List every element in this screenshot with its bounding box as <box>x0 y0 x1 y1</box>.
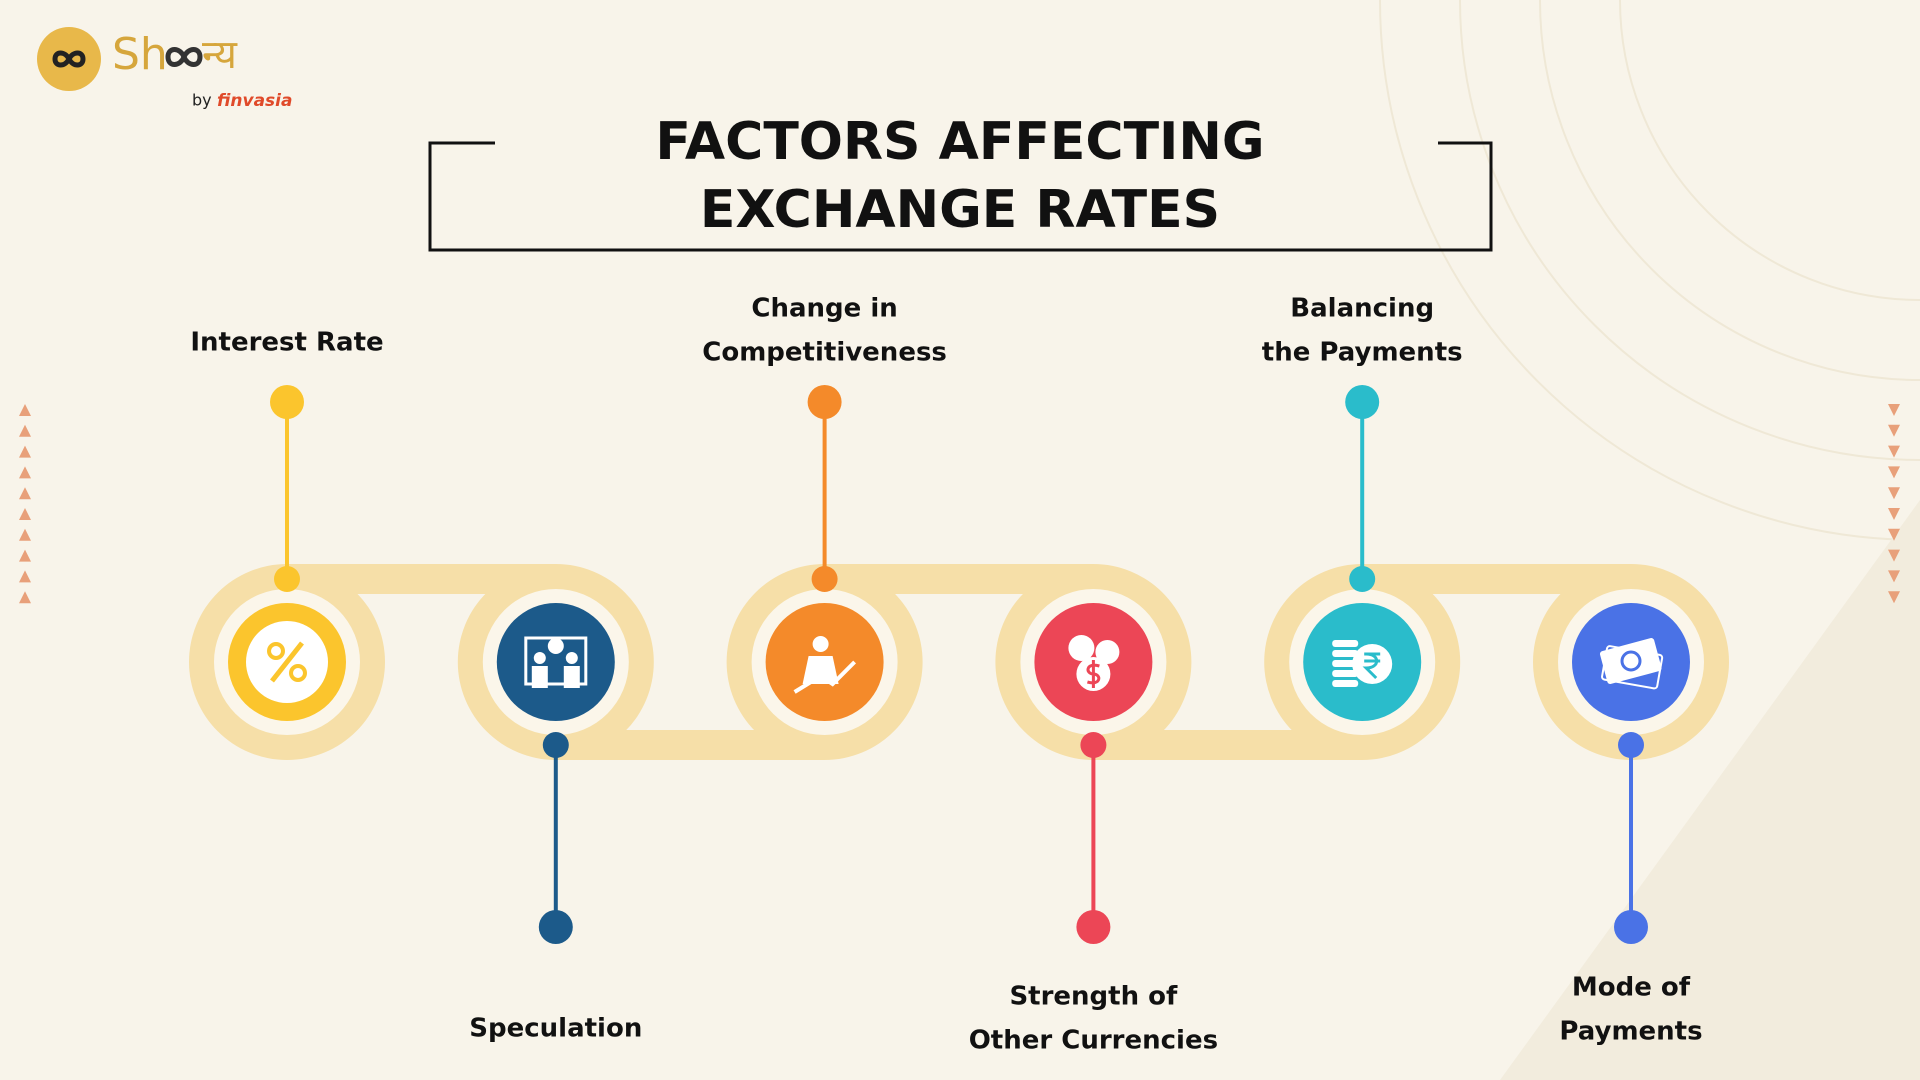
connector-dot <box>1614 910 1648 944</box>
icon-coin <box>1620 650 1642 672</box>
factor-label: Strength of <box>1009 982 1178 1012</box>
connector-dot <box>811 566 838 592</box>
factor-node: Balancing the Payments <box>1262 294 1463 735</box>
title: FACTORS AFFECTING EXCHANGE RATES <box>655 112 1265 240</box>
deco-triangle <box>19 508 31 520</box>
factor-label: Competitiveness <box>702 338 947 368</box>
deco-triangle <box>19 466 31 479</box>
icon-symbol <box>1362 652 1381 680</box>
deco-triangle <box>19 404 31 416</box>
deco-triangle <box>1888 445 1900 458</box>
factor-label: the Payments <box>1262 338 1463 368</box>
logo-infinity-letters <box>165 47 203 67</box>
deco-triangle <box>19 487 31 500</box>
title-holder: FACTORS AFFECTING EXCHANGE RATES <box>655 112 1265 240</box>
background-shape <box>1500 500 1920 1080</box>
connector-dot <box>1345 385 1380 419</box>
icon-head <box>565 652 578 664</box>
icon-head <box>533 652 546 664</box>
connector-dot <box>1076 910 1111 944</box>
deco-triangle <box>1888 528 1900 541</box>
connector-dot <box>1080 732 1107 758</box>
icon-head <box>812 636 829 652</box>
deco-triangle <box>1888 404 1900 416</box>
icon-slash <box>270 641 304 683</box>
deco-triangle <box>1888 424 1900 437</box>
logo-company: finvasia <box>217 91 292 111</box>
icon-arrow <box>793 660 857 694</box>
icon-note <box>1599 638 1662 685</box>
icon-coin <box>1095 640 1120 664</box>
factor-label: Mode of <box>1572 973 1691 1003</box>
connector-dot <box>807 385 842 419</box>
connector-dot <box>538 910 573 944</box>
factor-node: Speculation <box>469 589 642 1044</box>
factor-label: Interest Rate <box>190 328 383 358</box>
band-connector <box>824 564 1094 594</box>
factor-node: Mode of Payments <box>1558 589 1704 1047</box>
icon-body <box>563 666 580 688</box>
icon-body <box>802 656 839 684</box>
deco-triangle <box>1888 591 1900 604</box>
nodes-layer: Interest Rate Speculation Change in Competi… <box>19 294 1900 1056</box>
icon-coin-stack <box>1332 670 1359 677</box>
factor-label: Other Currencies <box>969 1026 1218 1056</box>
deco-triangle <box>19 570 31 583</box>
logo-text: Sh <box>112 29 168 80</box>
icon-coin-stack <box>1332 660 1359 667</box>
icon-symbol <box>1086 660 1101 688</box>
deco-triangle <box>1888 508 1900 520</box>
factor-label: Balancing <box>1290 294 1434 324</box>
band-connector <box>555 730 825 760</box>
deco-triangle <box>19 591 31 604</box>
deco-triangle <box>19 424 31 437</box>
icon-coin-stack <box>1332 640 1359 647</box>
icon-coin <box>1068 635 1095 661</box>
factor-label: Change in <box>751 294 897 324</box>
icon-note <box>1601 645 1664 690</box>
band-connector <box>1362 564 1631 594</box>
logo-by: by <box>192 91 212 110</box>
deco-triangle <box>1888 549 1900 562</box>
icon-body <box>531 666 548 688</box>
deco-triangle <box>19 445 31 458</box>
connector-dot <box>542 732 569 758</box>
deco-triangle <box>19 528 31 541</box>
deco-triangle <box>19 549 31 562</box>
icon-dot <box>289 664 307 682</box>
connector-dot <box>1349 566 1376 592</box>
band-connector <box>287 564 556 594</box>
factor-label: Speculation <box>469 1014 642 1044</box>
factor-label: Payments <box>1559 1017 1702 1047</box>
deco-triangle <box>1888 487 1900 500</box>
title-frame <box>428 141 1493 252</box>
factor-node: Strength of Other Currencies <box>969 589 1218 1056</box>
factor-node: Change in Competitiveness <box>702 294 947 735</box>
icon-coin <box>1352 644 1393 684</box>
connector-dot <box>1618 732 1644 758</box>
connector-dot <box>270 385 304 419</box>
icon-coin <box>547 638 564 654</box>
connector-dot <box>274 566 300 592</box>
deco-triangle <box>1888 570 1900 583</box>
icon-coin-stack <box>1332 650 1359 657</box>
icon-coin-stack <box>1332 680 1359 687</box>
icon-dot <box>267 642 285 660</box>
deco-triangle <box>1888 466 1900 479</box>
logo-infinity <box>52 50 86 68</box>
node-circle <box>496 603 615 721</box>
logo-text: न्य <box>202 32 238 78</box>
factor-node: Interest Rate <box>190 328 384 735</box>
band-connector <box>1093 730 1363 760</box>
